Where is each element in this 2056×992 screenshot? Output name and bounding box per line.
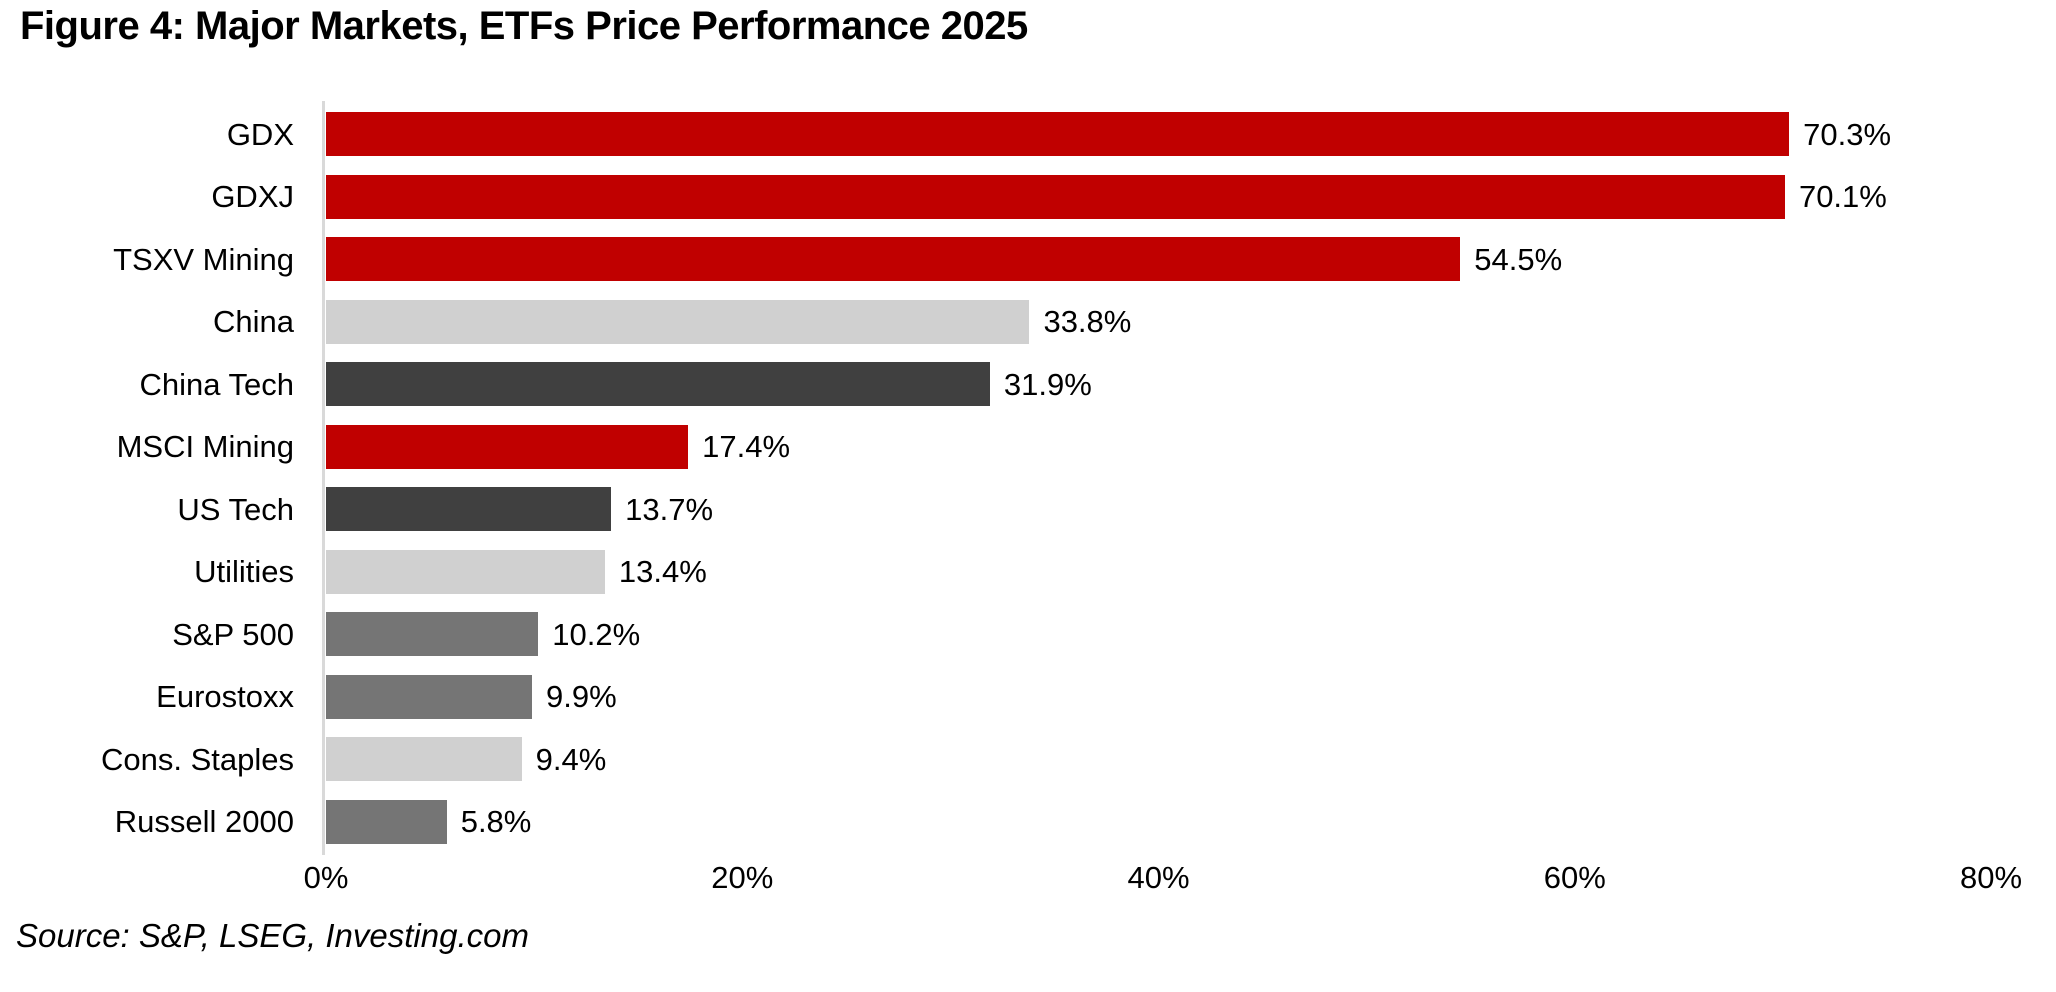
value-label: 5.8% bbox=[460, 804, 532, 840]
bar-row: Cons. Staples 9.4% bbox=[0, 728, 2056, 791]
value-label: 54.5% bbox=[1474, 241, 1563, 277]
bar bbox=[326, 174, 1785, 219]
value-label: 17.4% bbox=[702, 429, 791, 465]
category-label: US Tech bbox=[177, 491, 294, 527]
chart-title: Figure 4: Major Markets, ETFs Price Perf… bbox=[20, 4, 1028, 48]
bar-row: China Tech 31.9% bbox=[0, 353, 2056, 416]
bar-rows: GDX 70.3% GDXJ 70.1% TSXV Mining 54.5% China 33… bbox=[0, 103, 2056, 853]
bar-track: 13.7% bbox=[326, 478, 1991, 541]
bar bbox=[326, 487, 612, 532]
category-label: Russell 2000 bbox=[114, 804, 294, 840]
bar-track: 54.5% bbox=[326, 228, 1991, 291]
value-label: 9.4% bbox=[535, 741, 607, 777]
category-label: China Tech bbox=[139, 366, 294, 402]
bar-row: Utilities 13.4% bbox=[0, 541, 2056, 604]
bar-row: GDX 70.3% bbox=[0, 103, 2056, 166]
bar-track: 13.4% bbox=[326, 541, 1991, 604]
bar bbox=[326, 112, 1790, 157]
bar-row: TSXV Mining 54.5% bbox=[0, 228, 2056, 291]
bar-row: China 33.8% bbox=[0, 291, 2056, 354]
bar-track: 9.4% bbox=[326, 728, 1991, 791]
x-tick-label: 20% bbox=[711, 860, 774, 895]
x-tick-label: 0% bbox=[303, 860, 349, 895]
plot-area: GDX 70.3% GDXJ 70.1% TSXV Mining 54.5% China 33… bbox=[0, 101, 2056, 855]
value-label: 13.7% bbox=[625, 491, 714, 527]
value-label: 31.9% bbox=[1003, 366, 1092, 402]
category-label: GDX bbox=[226, 116, 294, 152]
bar-row: S&P 500 10.2% bbox=[0, 603, 2056, 666]
bar bbox=[326, 549, 605, 594]
value-label: 70.1% bbox=[1798, 179, 1887, 215]
bar-track: 33.8% bbox=[326, 291, 1991, 354]
bar-track: 70.1% bbox=[326, 166, 1991, 229]
value-label: 33.8% bbox=[1043, 304, 1132, 340]
bar bbox=[326, 799, 447, 844]
bar-row: US Tech 13.7% bbox=[0, 478, 2056, 541]
category-label: Eurostoxx bbox=[156, 679, 294, 715]
bar bbox=[326, 737, 522, 782]
category-label: Cons. Staples bbox=[101, 741, 294, 777]
bar-track: 9.9% bbox=[326, 666, 1991, 729]
bar-track: 31.9% bbox=[326, 353, 1991, 416]
category-label: TSXV Mining bbox=[113, 241, 294, 277]
bar-row: GDXJ 70.1% bbox=[0, 166, 2056, 229]
bar bbox=[326, 674, 533, 719]
bar-track: 10.2% bbox=[326, 603, 1991, 666]
category-label: Utilities bbox=[194, 554, 294, 590]
x-axis: 0% 20% 40% 60% 80% bbox=[304, 860, 2022, 902]
bar-track: 17.4% bbox=[326, 416, 1991, 479]
x-tick-label: 60% bbox=[1543, 860, 1606, 895]
bar-row: Eurostoxx 9.9% bbox=[0, 666, 2056, 729]
bar-row: MSCI Mining 17.4% bbox=[0, 416, 2056, 479]
bar-row: Russell 2000 5.8% bbox=[0, 791, 2056, 854]
bar bbox=[326, 424, 689, 469]
bar bbox=[326, 237, 1461, 282]
category-label: S&P 500 bbox=[172, 616, 294, 652]
source-note: Source: S&P, LSEG, Investing.com bbox=[16, 917, 529, 954]
value-label: 9.9% bbox=[546, 679, 617, 715]
value-label: 70.3% bbox=[1803, 116, 1892, 152]
value-label: 13.4% bbox=[618, 554, 707, 590]
bar bbox=[326, 299, 1030, 344]
category-label: GDXJ bbox=[211, 179, 294, 215]
y-axis-line bbox=[322, 101, 325, 855]
category-label: MSCI Mining bbox=[116, 429, 294, 465]
bar-track: 5.8% bbox=[326, 791, 1991, 854]
x-tick-label: 80% bbox=[1959, 860, 2023, 895]
bar-track: 70.3% bbox=[326, 103, 1991, 166]
bar bbox=[326, 362, 990, 407]
category-label: China bbox=[213, 304, 294, 340]
bar bbox=[326, 612, 539, 657]
x-tick-label: 40% bbox=[1127, 860, 1190, 895]
value-label: 10.2% bbox=[552, 616, 641, 652]
